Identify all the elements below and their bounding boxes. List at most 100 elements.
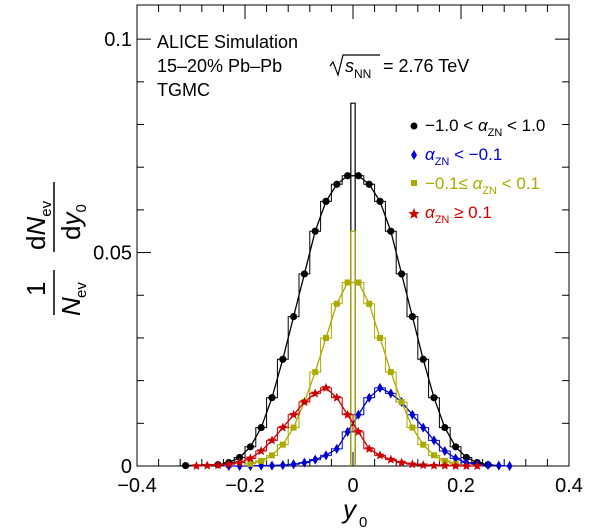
x-tick-label: 0.2 (447, 475, 475, 497)
x-tick-label: −0.4 (117, 475, 156, 497)
svg-text:N: N (56, 297, 86, 316)
series-3-point (386, 454, 396, 464)
svg-text:ev: ev (73, 282, 90, 298)
series-3-point (224, 459, 234, 469)
series-1-point (344, 426, 351, 437)
series-2-point (323, 334, 329, 341)
series-1-point (279, 460, 286, 471)
series-2-peak (350, 230, 356, 466)
series-1-point (269, 460, 275, 471)
series-2-point (366, 300, 373, 307)
series-0-point (462, 453, 470, 462)
series-3-point (396, 457, 407, 467)
series-0-point (333, 180, 341, 188)
series-1-point (420, 422, 427, 433)
series-1-point (366, 392, 373, 403)
y-axis-label: 1 N ev dNev dy0 (21, 182, 90, 316)
series-0-point (300, 270, 308, 278)
legend-entry-all: −1.0 < αZN < 1.0 (410, 116, 545, 139)
series-2-point (258, 457, 265, 464)
series-3-point (461, 461, 472, 471)
series-0-point (419, 355, 427, 363)
svg-text:−0.1≤ αZN < 0.1: −0.1≤ αZN < 0.1 (425, 174, 540, 197)
series-1-point (355, 409, 362, 420)
series-2-point (377, 334, 383, 341)
series-1-point (333, 443, 340, 454)
series-0-point (354, 172, 362, 180)
x-axis-label: y 0 (341, 494, 367, 530)
series-0-point (387, 227, 395, 235)
series-1-point (323, 450, 329, 461)
y-tick-label: 0 (121, 456, 132, 478)
series-0-point (408, 313, 416, 321)
series-3-point (364, 443, 374, 453)
series-0-point (344, 172, 352, 180)
series-2-point (420, 441, 427, 448)
series-2-fit (250, 281, 456, 465)
series-1-point (387, 388, 394, 399)
series-1-point (441, 446, 448, 457)
series-0-point (257, 423, 265, 432)
series-2-point (387, 369, 394, 376)
series-2-point (431, 452, 437, 459)
series-3-point (429, 460, 439, 470)
series-0-point (279, 355, 287, 363)
series-3-point (213, 460, 223, 470)
series-2-point (290, 424, 297, 431)
svg-text:αZN < −0.1: αZN < −0.1 (425, 145, 502, 168)
markers (182, 172, 513, 471)
series-0-point (376, 197, 384, 205)
svg-text:0: 0 (359, 514, 367, 530)
series-0-point (398, 270, 406, 278)
series-3-point (310, 388, 320, 398)
legend-entry-negative: αZN < −0.1 (411, 145, 502, 168)
series-0-point (322, 197, 330, 205)
series-1-point (409, 409, 416, 420)
series-3-point (202, 460, 212, 470)
series-3-point (353, 426, 364, 436)
series-2-point (398, 398, 405, 405)
series-2-point (247, 460, 254, 467)
series-3-point (245, 453, 256, 463)
x-tick-label: −0.2 (225, 475, 264, 497)
header-energy: = 2.76 TeV (383, 56, 469, 76)
series-0-point (182, 461, 190, 470)
series-3-point (332, 392, 342, 402)
svg-text:−1.0 < αZN < 1.0: −1.0 < αZN < 1.0 (425, 116, 545, 139)
series-3-point (472, 461, 482, 471)
svg-text:NN: NN (354, 67, 371, 81)
series-0-point (311, 227, 319, 235)
series-1-point (312, 454, 319, 465)
header-simulation: ALICE Simulation (157, 32, 298, 52)
series-3-point (375, 450, 385, 460)
series-3-point (407, 459, 418, 469)
sqrt-snn-symbol: s NN (329, 54, 380, 81)
series-1-point (506, 461, 513, 471)
series-0-point (365, 180, 373, 188)
header-model: TGMC (157, 80, 210, 100)
axis-ticks: −0.4 −0.2 0 0.2 0.4 0 0.05 0.1 (93, 5, 583, 497)
series-1-point (495, 460, 502, 471)
header-centrality: 15–20% Pb–Pb (157, 56, 282, 76)
series-1-point (290, 459, 297, 470)
series-3-point (440, 460, 450, 470)
series-3-point (191, 461, 202, 471)
series-0-point (452, 443, 460, 451)
series-0-point (290, 313, 298, 321)
series-2-point (333, 300, 340, 307)
series-3-point (342, 409, 353, 419)
series-1-point (452, 453, 459, 464)
svg-text:s: s (345, 56, 354, 76)
svg-text:dy0: dy0 (56, 204, 90, 240)
y-tick-label: 0.05 (93, 243, 132, 265)
series-3-point (299, 396, 310, 407)
x-tick-label: 0.4 (555, 475, 583, 497)
series-0-point (441, 423, 449, 432)
x-tick-label: 0 (347, 475, 358, 497)
series-3-point (267, 435, 277, 445)
series-0-point (236, 453, 244, 462)
series-2-point (409, 424, 416, 431)
series-3-point (418, 460, 428, 470)
series-2-point (344, 279, 351, 286)
